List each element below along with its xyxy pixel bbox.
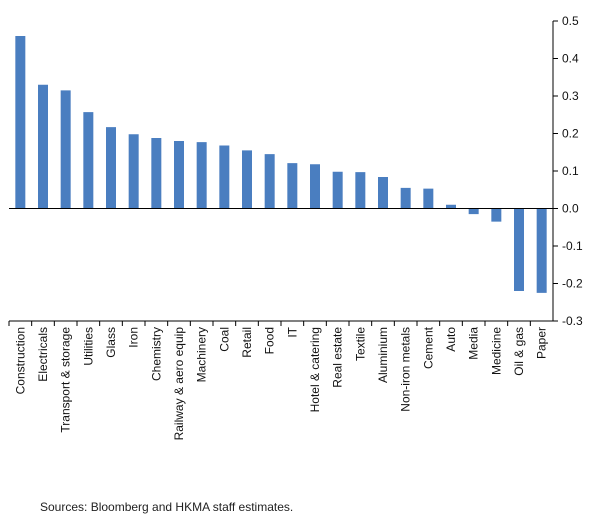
category-label: Real estate bbox=[331, 327, 345, 388]
category-label: Non-iron metals bbox=[399, 327, 413, 412]
category-label: Paper bbox=[535, 327, 549, 359]
y-tick-label: 0.3 bbox=[562, 89, 579, 103]
y-tick-label: -0.1 bbox=[562, 239, 583, 253]
category-label: Auto bbox=[444, 327, 458, 352]
bar-hotel-catering bbox=[310, 164, 320, 209]
bar-media bbox=[468, 208, 479, 215]
bar-non-iron-metals bbox=[400, 187, 411, 209]
category-label: Aluminium bbox=[376, 327, 390, 383]
y-tick-label: 0.0 bbox=[562, 202, 579, 216]
bar-utilities bbox=[83, 112, 94, 209]
bar-textile bbox=[355, 172, 366, 209]
bar-medicine bbox=[491, 208, 502, 222]
bar-coal bbox=[219, 145, 230, 209]
category-label: Chemistry bbox=[149, 327, 163, 381]
category-label: Electricals bbox=[36, 327, 50, 382]
y-tick-label: 0.5 bbox=[562, 14, 579, 28]
bar-retail bbox=[242, 150, 252, 209]
y-tick-label: 0.2 bbox=[562, 127, 579, 141]
bar-paper bbox=[536, 208, 547, 293]
bar-transport-storage bbox=[60, 90, 71, 209]
bar-railway-aero-equip bbox=[174, 141, 184, 209]
category-label: Textile bbox=[353, 327, 367, 361]
category-label: Cement bbox=[421, 326, 435, 369]
category-label: Railway & aero equip bbox=[172, 327, 186, 441]
bars-group bbox=[15, 36, 547, 293]
bar-chemistry bbox=[151, 138, 162, 209]
category-label: Media bbox=[467, 327, 481, 360]
bar-it bbox=[287, 163, 298, 209]
category-label: Machinery bbox=[195, 327, 209, 382]
bar-iron bbox=[128, 134, 139, 209]
bar-electricals bbox=[38, 84, 48, 209]
category-label: Transport & storage bbox=[59, 327, 73, 433]
category-label: Construction bbox=[13, 327, 27, 394]
bar-machinery bbox=[196, 142, 207, 209]
category-label: Oil & gas bbox=[512, 327, 526, 376]
bar-glass bbox=[106, 127, 116, 209]
source-note: Sources: Bloomberg and HKMA staff estima… bbox=[40, 500, 294, 514]
y-tick-label: -0.3 bbox=[562, 314, 583, 328]
category-label: IT bbox=[285, 326, 299, 337]
y-tick-labels-group: -0.3 -0.2 -0.1 0.0 0.1 0.2 0.3 0.4 0.5 bbox=[562, 14, 583, 328]
bar-construction bbox=[15, 36, 26, 209]
category-label: Retail bbox=[240, 327, 254, 358]
category-labels-group: Construction Electricals Transport & stora… bbox=[13, 326, 548, 440]
axes-group bbox=[8, 20, 558, 326]
category-label: Medicine bbox=[489, 327, 503, 375]
bar-food bbox=[264, 154, 275, 209]
y-tick-label: -0.2 bbox=[562, 277, 583, 291]
category-label: Iron bbox=[127, 327, 141, 348]
category-label: Hotel & catering bbox=[308, 327, 322, 412]
category-label: Glass bbox=[104, 327, 118, 358]
y-tick-label: 0.1 bbox=[562, 164, 579, 178]
bar-aluminium bbox=[378, 177, 388, 209]
y-tick-label: 0.4 bbox=[562, 52, 579, 66]
bar-auto bbox=[446, 204, 456, 209]
category-label: Food bbox=[263, 327, 277, 354]
category-label: Utilities bbox=[81, 327, 95, 366]
bar-cement bbox=[423, 188, 434, 209]
category-label: Coal bbox=[217, 327, 231, 352]
bar-oil-gas bbox=[514, 208, 524, 291]
bar-real-estate bbox=[332, 171, 343, 209]
